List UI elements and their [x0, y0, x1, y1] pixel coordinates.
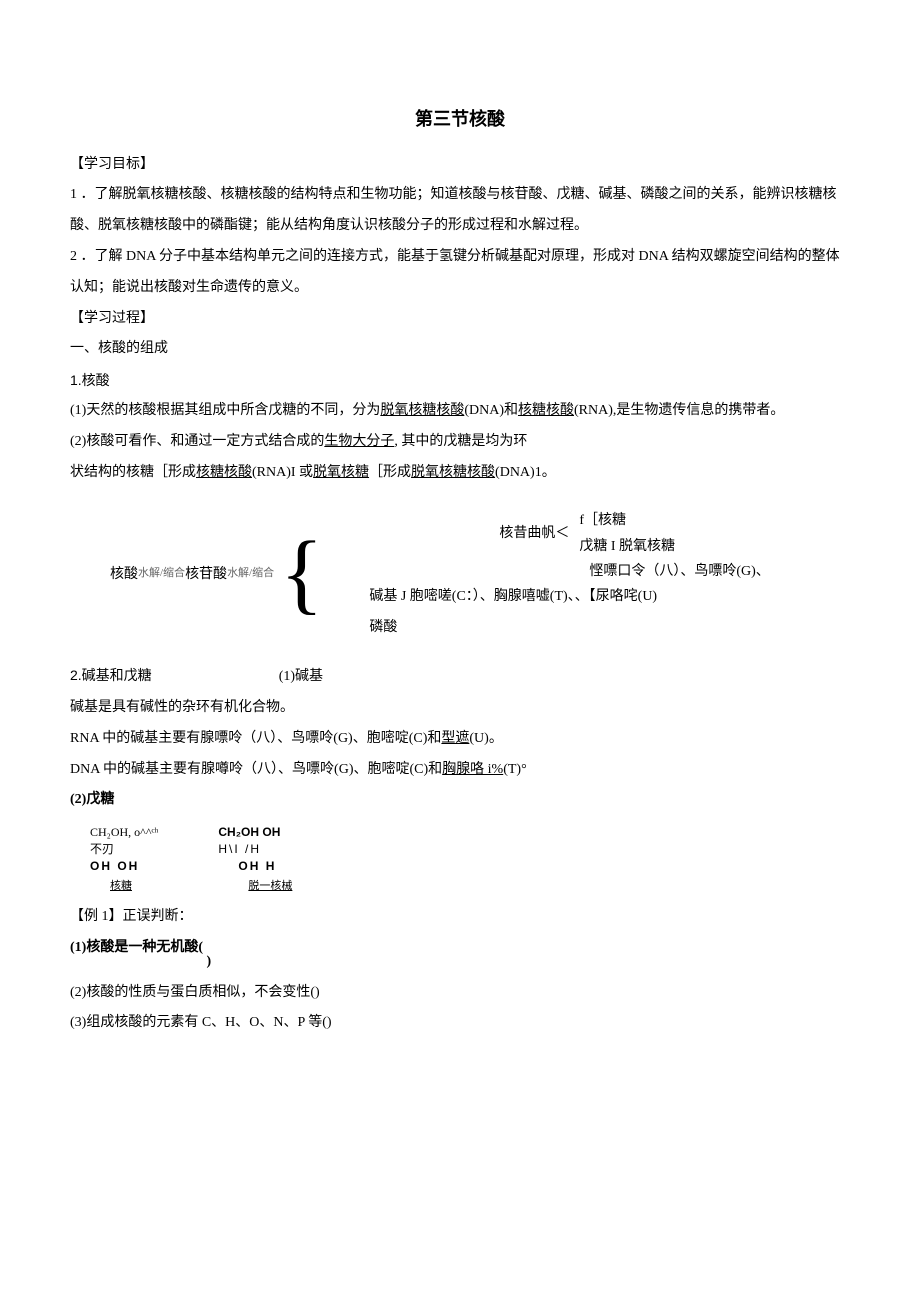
- underline-deoxy: 脱氧核糖: [313, 465, 369, 480]
- text: (DNA)和: [464, 403, 518, 418]
- text: (DNA)1。: [495, 465, 556, 480]
- q1-paren: ): [207, 947, 212, 978]
- deoxy-formula: CH₂OH OH: [218, 824, 292, 841]
- brace-content: 核昔曲帆＜ f［核糖 戊糖 I 脱氧核糖 悭嘌口令（八）、鸟嘌呤(G)、 碱基 …: [329, 508, 769, 640]
- underline-dna: 脱氧核糖核酸: [380, 403, 464, 418]
- text: (RNA)I 或: [252, 465, 313, 480]
- ribose-oh: OH OH: [90, 858, 158, 875]
- text: RNA 中的碱基主要有腺嘌呤（八）、鸟嘌呤(G)、胞嘧啶(C)和: [70, 731, 441, 746]
- text: , 其中的戊糖是均为环: [394, 434, 527, 449]
- rna-bases: RNA 中的碱基主要有腺嘌呤（八）、鸟嘌呤(G)、胞嘧啶(C)和型遮(U)。: [70, 724, 850, 755]
- base-line: 碱基 J 胞嘧嗟(C：）、胸腺嘻嘘(T)、、【尿咯咤(U): [329, 584, 769, 609]
- heading-goals: 【学习目标】: [70, 150, 850, 181]
- deoxy-oh: OH H: [238, 858, 292, 875]
- text: (2)核酸可看作、和通过一定方式结合成的: [70, 434, 324, 449]
- section-1-1: 1.核酸: [70, 365, 850, 396]
- page-title: 第三节核酸: [70, 100, 850, 140]
- ribose-label: 核糖: [110, 879, 158, 894]
- label-nucleoside: 核昔曲帆＜: [329, 521, 579, 546]
- purine-text: 悭嘌口令（八）、鸟嘌呤(G)、: [589, 559, 769, 584]
- nucleoside-row: 核昔曲帆＜ f［核糖 戊糖 I 脱氧核糖: [329, 508, 769, 558]
- section-1: 一、核酸的组成: [70, 334, 850, 365]
- sugar-top: f［核糖: [579, 508, 675, 533]
- arrow-hydrolysis-2: 水解/缩合: [227, 564, 274, 584]
- phosphate: 磷酸: [329, 615, 769, 640]
- text: (U)。: [469, 731, 502, 746]
- brace-left: {: [280, 529, 323, 619]
- text: (T)°: [503, 762, 526, 777]
- label-nucleic-acid: 核酸: [110, 562, 138, 587]
- paragraph-biomacro: (2)核酸可看作、和通过一定方式结合成的生物大分子, 其中的戊糖是均为环: [70, 427, 850, 458]
- text: 状结构的核糖［形成: [70, 465, 196, 480]
- text: (RNA),是生物遗传信息的携带者。: [574, 403, 784, 418]
- deoxy-label: 脱一核械: [248, 879, 292, 894]
- q1-text: (1)核酸是一种无机酸(: [70, 940, 203, 955]
- paragraph-ring: 状结构的核糖［形成核糖核酸(RNA)I 或脱氧核糖［形成脱氧核糖核酸(DNA)1…: [70, 458, 850, 489]
- base-row: 悭嘌口令（八）、鸟嘌呤(G)、: [329, 559, 769, 584]
- ribose-formula: CH₂OH, o^^ᶜʰ: [90, 824, 158, 841]
- underline-biomacro: 生物大分子: [324, 434, 394, 449]
- example-1-q1: (1)核酸是一种无机酸( ): [70, 933, 850, 978]
- underline-dna2: 脱氧核糖核酸: [411, 465, 495, 480]
- label-nucleotide: 核苷酸: [185, 562, 227, 587]
- heading-process: 【学习过程】: [70, 304, 850, 335]
- pentose-structures: CH₂OH, o^^ᶜʰ 不刃 OH OH 核糖 CH₂OH OH H\I /H…: [90, 824, 850, 894]
- heading-base-pentose: 2.碱基和戊糖: [70, 667, 152, 683]
- heading-base: (1)碱基: [279, 669, 323, 684]
- example-1-q2: (2)核酸的性质与蛋白质相似，不会变性(): [70, 978, 850, 1009]
- example-1-q3: (3)组成核酸的元素有 C、H、O、N、P 等(): [70, 1008, 850, 1039]
- base-definition: 碱基是具有碱性的杂环有机化合物。: [70, 693, 850, 724]
- underline-thymine: 胸腺咯 i%: [442, 762, 503, 777]
- text: DNA 中的碱基主要有腺噂呤（八）、鸟嘌呤(G)、胞嘧啶(C)和: [70, 762, 442, 777]
- section-1-2: 2.碱基和戊糖 (1)碱基: [70, 660, 850, 693]
- sugar-mid: 戊糖 I 脱氧核糖: [579, 534, 675, 559]
- sugar-group: f［核糖 戊糖 I 脱氧核糖: [579, 508, 675, 558]
- underline-uracil: 型遮: [441, 731, 469, 746]
- heading-pentose: (2)戊糖: [70, 785, 850, 816]
- dna-bases: DNA 中的碱基主要有腺噂呤（八）、鸟嘌呤(G)、胞嘧啶(C)和胸腺咯 i%(T…: [70, 755, 850, 786]
- ribose-ring: 不刃: [90, 841, 158, 858]
- goal-1: 1 ．了解脱氧核糖核酸、核糖核酸的结构特点和生物功能；知道核酸与核苷酸、戊糖、碱…: [70, 180, 850, 242]
- example-1-heading: 【例 1】正误判断：: [70, 902, 850, 933]
- ribose-structure: CH₂OH, o^^ᶜʰ 不刃 OH OH 核糖: [90, 824, 158, 894]
- text: ［形成: [369, 465, 411, 480]
- goal-2: 2 ．了解 DNA 分子中基本结构单元之间的连接方式，能基于氢键分析碱基配对原理…: [70, 242, 850, 304]
- arrow-hydrolysis-1: 水解/缩合: [138, 564, 185, 584]
- underline-rna2: 核糖核酸: [196, 465, 252, 480]
- underline-rna: 核糖核酸: [518, 403, 574, 418]
- text: (1)天然的核酸根据其组成中所含戊糖的不同，分为: [70, 403, 380, 418]
- deoxy-ring: H\I /H: [218, 841, 292, 858]
- hydrolysis-diagram: 核酸 水解/缩合 核苷酸 水解/缩合 { 核昔曲帆＜ f［核糖 戊糖 I 脱氧核…: [110, 508, 850, 640]
- paragraph-dna-rna: (1)天然的核酸根据其组成中所含戊糖的不同，分为脱氧核糖核酸(DNA)和核糖核酸…: [70, 396, 850, 427]
- deoxyribose-structure: CH₂OH OH H\I /H OH H 脱一核械: [218, 824, 292, 894]
